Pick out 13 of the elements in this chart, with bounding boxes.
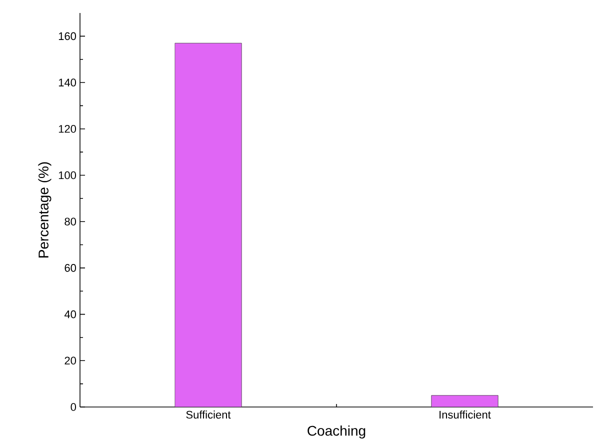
x-tick-label: Sufficient bbox=[186, 410, 231, 419]
y-tick-label: 20 bbox=[64, 356, 76, 365]
y-tick-label: 160 bbox=[58, 32, 76, 40]
y-tick-label: 60 bbox=[64, 264, 76, 272]
y-axis-title: Percentage (%) bbox=[38, 162, 52, 258]
x-tick-label: Insufficient bbox=[440, 410, 491, 419]
y-tick-label: 120 bbox=[58, 125, 76, 133]
x-axis-title: Coaching bbox=[308, 425, 366, 439]
y-tick-label: 100 bbox=[58, 171, 76, 180]
y-tick-label: 40 bbox=[64, 310, 76, 318]
y-tick-label: 140 bbox=[58, 78, 76, 86]
y-tick-label: 80 bbox=[64, 218, 76, 226]
y-tick-label: 0 bbox=[70, 403, 76, 411]
